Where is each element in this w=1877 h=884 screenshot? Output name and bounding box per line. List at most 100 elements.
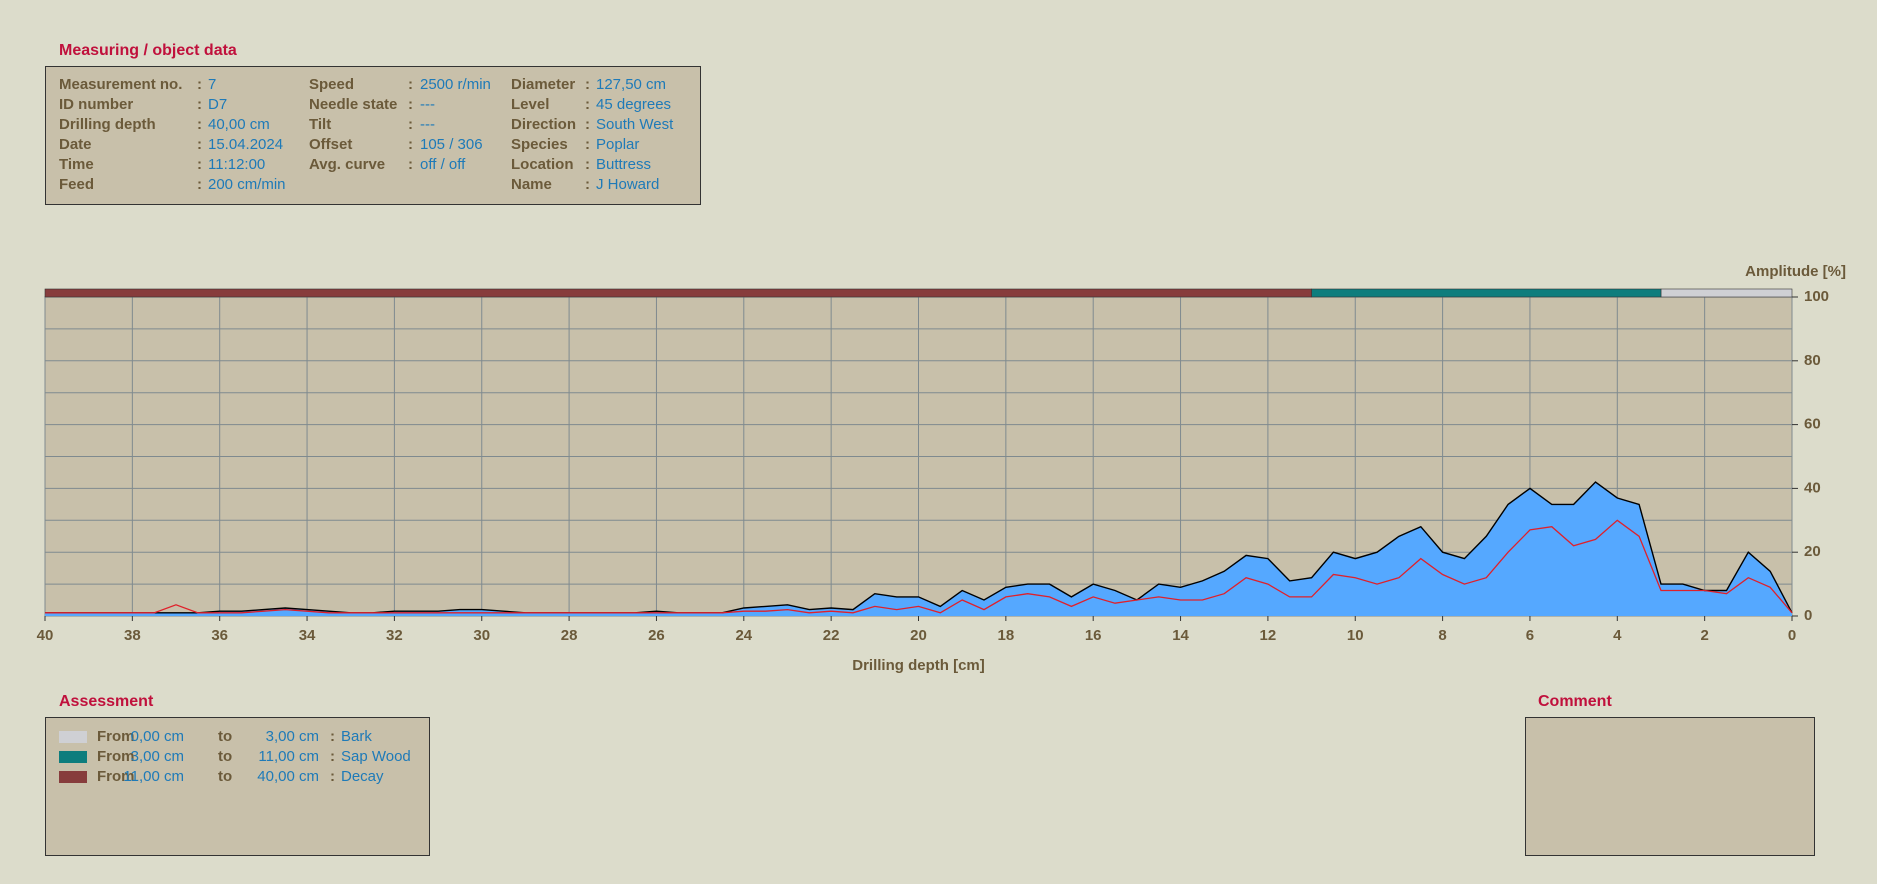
field-label: Tilt: [309, 116, 332, 133]
field-value: ---: [420, 96, 435, 113]
x-tick-label: 8: [1438, 627, 1446, 644]
field-value: 15.04.2024: [208, 136, 284, 153]
to-word: to: [218, 728, 233, 745]
y-tick-label: 80: [1804, 352, 1821, 369]
field-label: Feed: [59, 176, 95, 193]
x-tick-label: 24: [735, 627, 752, 644]
field-label: Species: [511, 136, 568, 153]
field-value: 200 cm/min: [208, 176, 286, 193]
separator: :: [408, 156, 413, 173]
x-tick-label: 2: [1700, 627, 1708, 644]
x-tick-label: 0: [1788, 627, 1796, 644]
x-tick-label: 6: [1526, 627, 1534, 644]
separator: :: [197, 116, 202, 133]
y-tick-label: 100: [1804, 288, 1829, 305]
x-tick-label: 38: [124, 627, 141, 644]
field-label: Diameter: [511, 76, 576, 93]
separator: :: [197, 156, 202, 173]
x-axis-label: Drilling depth [cm]: [852, 657, 985, 674]
x-tick-label: 32: [386, 627, 403, 644]
measuring-box: [45, 66, 701, 205]
curve-line: [45, 519, 1793, 614]
to-value: 3,00 cm: [265, 728, 319, 745]
separator: :: [585, 136, 590, 153]
field-label: ID number: [59, 96, 134, 113]
separator: :: [408, 96, 413, 113]
to-word: to: [218, 768, 233, 785]
x-tick-label: 28: [561, 627, 578, 644]
panel-title: Assessment: [59, 693, 154, 710]
y-tick-label: 20: [1804, 543, 1821, 560]
zone-name: Bark: [341, 728, 372, 745]
field-label: Measurement no.: [59, 76, 183, 93]
separator: :: [585, 116, 590, 133]
separator: :: [408, 136, 413, 153]
to-value: 40,00 cm: [257, 768, 319, 785]
from-word: From: [97, 728, 135, 745]
field-value: 45 degrees: [596, 96, 672, 113]
field-value: Poplar: [596, 136, 640, 153]
x-tick-label: 30: [473, 627, 490, 644]
x-tick-label: 4: [1613, 627, 1622, 644]
panel-title: Comment: [1538, 693, 1612, 710]
separator: :: [330, 728, 335, 745]
color-swatch: [59, 731, 87, 743]
separator: :: [197, 76, 202, 93]
field-label: Location: [511, 156, 574, 173]
x-tick-label: 34: [299, 627, 316, 644]
separator: :: [197, 96, 202, 113]
y-tick-label: 60: [1804, 416, 1821, 433]
x-tick-label: 10: [1347, 627, 1364, 644]
x-tick-label: 22: [823, 627, 840, 644]
separator: :: [330, 748, 335, 765]
field-label: Level: [511, 96, 550, 113]
amplitude-line: [45, 481, 1793, 614]
y-tick-label: 40: [1804, 479, 1821, 496]
field-value: 40,00 cm: [208, 116, 270, 133]
x-tick-label: 14: [1172, 627, 1189, 644]
amplitude-area: [45, 482, 1792, 616]
separator: :: [585, 156, 590, 173]
field-value: South West: [596, 116, 674, 133]
field-label: Date: [59, 136, 92, 153]
field-label: Name: [511, 176, 552, 193]
field-value: 11:12:00: [208, 156, 266, 173]
field-label: Needle state: [309, 96, 398, 113]
field-label: Offset: [309, 136, 353, 153]
field-value: 7: [208, 76, 217, 93]
field-label: Time: [59, 156, 94, 173]
separator: :: [585, 176, 590, 193]
separator: :: [408, 116, 413, 133]
y-axis-label: Amplitude [%]: [1745, 263, 1846, 280]
field-value: D7: [208, 96, 228, 113]
color-swatch: [59, 771, 87, 783]
y-tick-label: 0: [1804, 607, 1812, 624]
assessment-box: [45, 717, 430, 856]
zone-name: Sap Wood: [341, 748, 411, 765]
from-value: 11,00 cm: [123, 768, 184, 785]
field-label: Avg. curve: [309, 156, 386, 173]
zone-bar: [44, 288, 1312, 298]
field-value: J Howard: [596, 176, 660, 193]
x-tick-label: 26: [648, 627, 665, 644]
comment-box: [1525, 717, 1815, 856]
field-value: ---: [420, 116, 435, 133]
zone-name: Decay: [341, 768, 384, 785]
separator: :: [585, 96, 590, 113]
separator: :: [330, 768, 335, 785]
to-word: to: [218, 748, 233, 765]
x-tick-label: 12: [1260, 627, 1277, 644]
separator: :: [585, 76, 590, 93]
separator: :: [197, 176, 202, 193]
separator: :: [197, 136, 202, 153]
zone-bar: [1660, 288, 1793, 298]
from-value: 0,00 cm: [130, 728, 184, 745]
from-value: 3,00 cm: [130, 748, 184, 765]
field-value: 2500 r/min: [420, 76, 491, 93]
from-word: From: [97, 748, 135, 765]
color-swatch: [59, 751, 87, 763]
to-value: 11,00 cm: [258, 748, 319, 765]
field-value: Buttress: [596, 156, 652, 173]
